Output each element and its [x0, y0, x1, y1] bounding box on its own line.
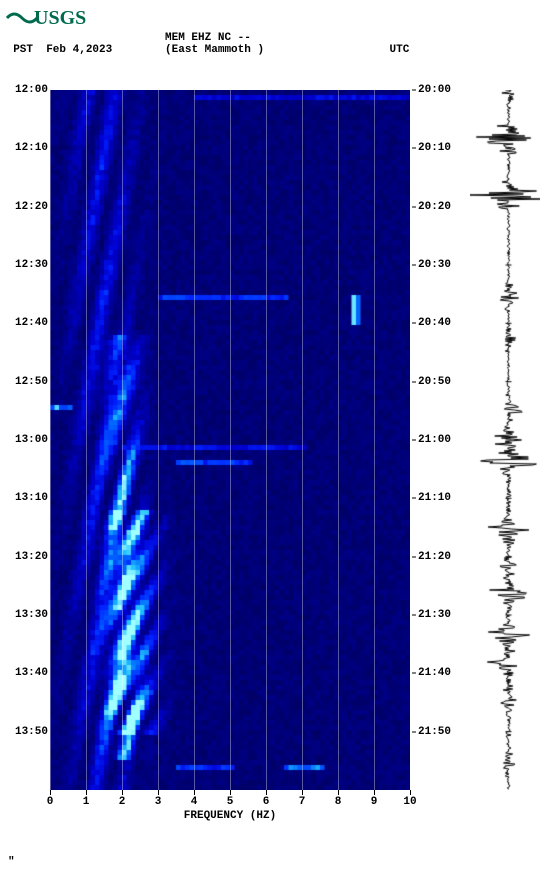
freq-tick: 1: [83, 796, 90, 808]
freq-tick: 5: [227, 796, 234, 808]
freq-tick: 9: [371, 796, 378, 808]
utc-tick: 20:30: [418, 259, 458, 271]
utc-tick: 20:10: [418, 142, 458, 154]
pst-tick: 12:50: [8, 376, 48, 388]
plot-header: MEM EHZ NC -- PST Feb 4,2023 (East Mammo…: [0, 32, 470, 56]
utc-tick: 20:40: [418, 317, 458, 329]
x-axis-label: FREQUENCY (HZ): [50, 810, 410, 822]
pst-tick: 13:10: [8, 492, 48, 504]
freq-tick: 6: [263, 796, 270, 808]
pst-tick: 12:00: [8, 84, 48, 96]
usgs-logo: USGS: [6, 4, 96, 32]
date-pst: PST Feb 4,2023: [13, 44, 112, 56]
pst-tick: 12:20: [8, 201, 48, 213]
header-date-line: PST Feb 4,2023 (East Mammoth ) UTC: [0, 44, 470, 56]
pst-tick: 12:40: [8, 317, 48, 329]
utc-tick: 21:40: [418, 667, 458, 679]
usgs-logo-text: USGS: [34, 7, 86, 28]
pst-tick: 13:30: [8, 609, 48, 621]
pst-tick: 13:40: [8, 667, 48, 679]
pst-tick: 12:30: [8, 259, 48, 271]
pst-tick: 13:20: [8, 551, 48, 563]
freq-tick: 7: [299, 796, 306, 808]
utc-tick: 20:00: [418, 84, 458, 96]
station-name: (East Mammoth ): [165, 44, 264, 56]
station-code: MEM EHZ NC --: [165, 32, 251, 44]
header-station-line: MEM EHZ NC --: [0, 32, 470, 44]
spectrogram-plot: [50, 90, 410, 790]
freq-tick: 10: [403, 796, 416, 808]
utc-tick: 21:30: [418, 609, 458, 621]
freq-tick: 4: [191, 796, 198, 808]
utc-tick: 21:50: [418, 726, 458, 738]
corner-mark: ": [8, 856, 15, 868]
y-axis-pst: 12:0012:1012:2012:3012:4012:5013:0013:10…: [8, 90, 48, 790]
freq-tick: 0: [47, 796, 54, 808]
utc-tick: 20:50: [418, 376, 458, 388]
spectrogram-canvas: [50, 90, 410, 790]
waveform-canvas: [470, 90, 540, 790]
freq-tick: 3: [155, 796, 162, 808]
freq-tick: 2: [119, 796, 126, 808]
pst-tick: 13:50: [8, 726, 48, 738]
utc-tick: 20:20: [418, 201, 458, 213]
pst-tick: 12:10: [8, 142, 48, 154]
utc-label: UTC: [390, 44, 410, 56]
utc-tick: 21:00: [418, 434, 458, 446]
utc-tick: 21:10: [418, 492, 458, 504]
utc-tick: 21:20: [418, 551, 458, 563]
pst-tick: 13:00: [8, 434, 48, 446]
freq-tick: 8: [335, 796, 342, 808]
y-axis-utc: 20:0020:1020:2020:3020:4020:5021:0021:10…: [412, 90, 452, 790]
